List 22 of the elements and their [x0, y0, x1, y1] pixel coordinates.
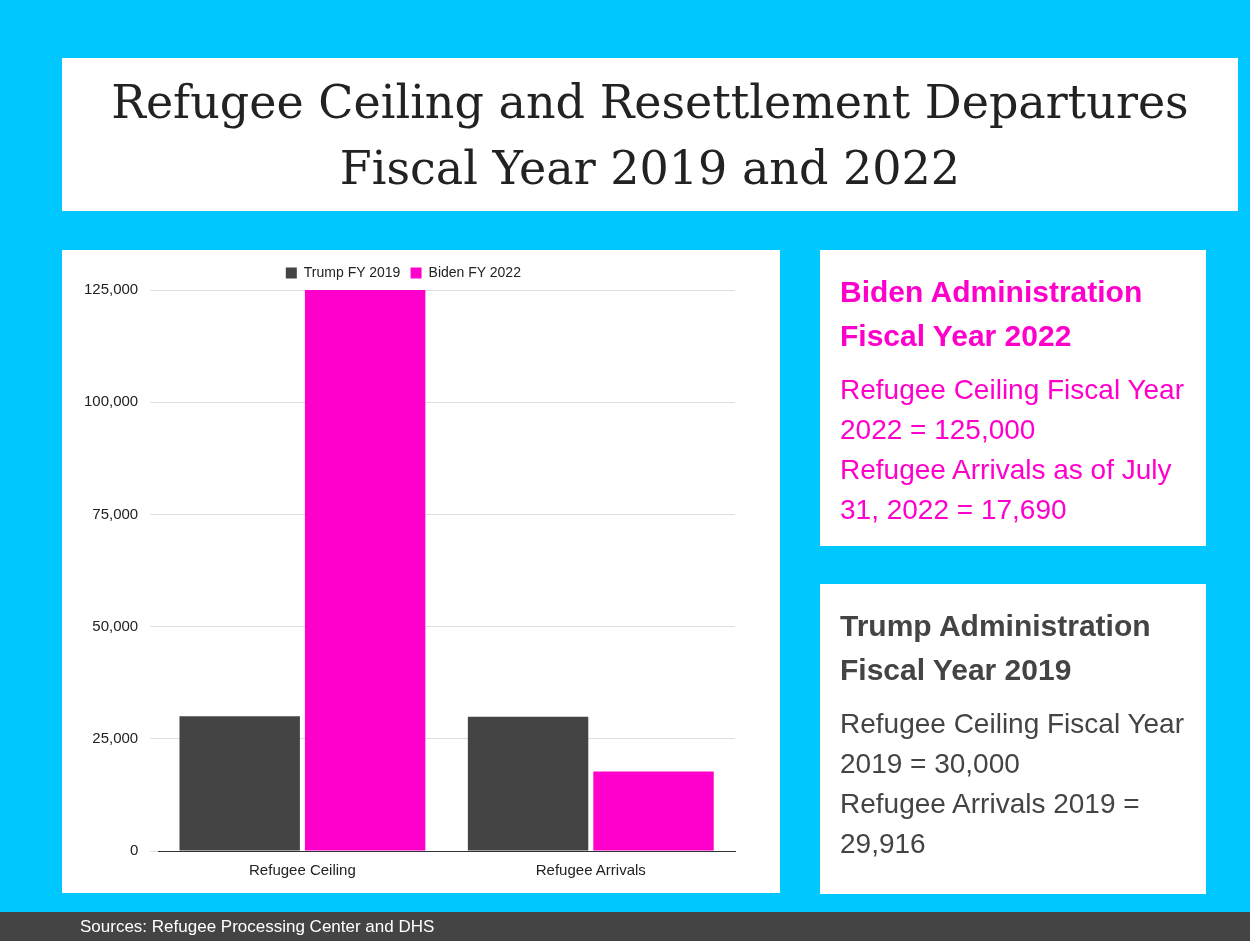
y-tick-label: 75,000 [92, 504, 139, 522]
x-tick-label: Refugee Arrivals [535, 861, 646, 879]
text: Refugee Ceiling Fiscal Year 2019 = 30,000 [840, 707, 1185, 781]
source-note: Sources: Refugee Processing Center and DHS [0, 912, 1250, 941]
text: Refugee Arrivals as of July 31, 2022 = 17,690 [840, 453, 1173, 527]
text: Refugee Ceiling Fiscal Year 2022 = 125,000 [840, 373, 1185, 447]
bar [304, 290, 426, 851]
y-tick-label: 25,000 [92, 728, 139, 746]
legend-label: Biden FY 2022 [428, 263, 522, 280]
x-tick-label: Refugee Ceiling [249, 861, 356, 879]
y-tick-label: 125,000 [83, 280, 139, 298]
chart-title: Refugee Ceiling and Resettlement Departures Fiscal Year 2019 and 2022 [62, 58, 1238, 211]
y-tick-label: 50,000 [92, 616, 139, 634]
bar [593, 771, 714, 851]
bar [467, 716, 589, 851]
legend-label: Trump FY 2019 [303, 263, 401, 280]
bar [179, 716, 300, 851]
y-tick-label: 100,000 [83, 392, 139, 410]
text: Refugee Arrivals 2019 = 29,916 [840, 787, 1141, 861]
text: Biden Administration Fiscal Year 2022 [840, 274, 1144, 354]
text: Trump Administration Fiscal Year 2019 [840, 608, 1152, 688]
y-tick-label: 0 [129, 841, 139, 859]
